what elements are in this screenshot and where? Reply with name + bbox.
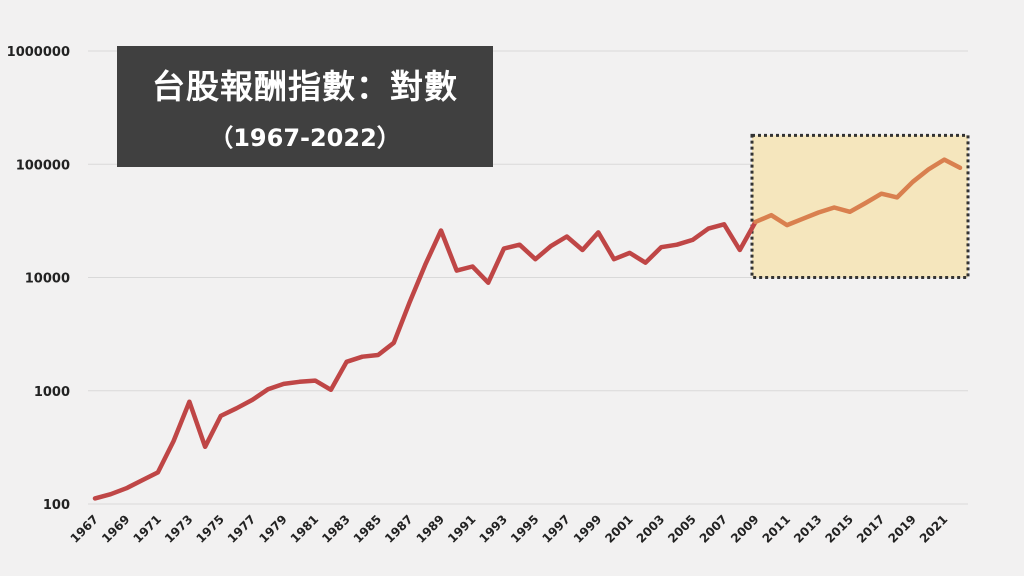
y-tick-label: 100: [43, 498, 70, 513]
x-tick-label: 2003: [634, 512, 668, 546]
x-tick-label: 2001: [602, 512, 636, 546]
y-tick-label: 100000: [16, 158, 70, 173]
x-tick-label: 2009: [728, 512, 762, 546]
x-tick-label: 2011: [760, 512, 794, 546]
chart-subtitle: （1967-2022）: [209, 124, 401, 152]
y-tick-label: 1000000: [7, 45, 70, 60]
x-tick-label: 1993: [477, 512, 511, 546]
x-tick-label: 2019: [885, 512, 919, 546]
x-tick-label: 1997: [539, 512, 573, 546]
x-tick-label: 1991: [445, 512, 479, 546]
series-line-main: [92, 219, 758, 501]
x-tick-label: 1989: [414, 512, 448, 546]
x-tick-label: 1973: [162, 512, 196, 546]
y-axis-tick-labels: 100 1000 10000 100000 1000000: [7, 45, 70, 513]
x-tick-label: 1967: [68, 512, 102, 546]
x-tick-label: 1995: [508, 512, 542, 546]
x-tick-label: 2007: [697, 512, 731, 546]
series-line-highlight: [753, 157, 963, 228]
x-tick-label: 1981: [288, 512, 322, 546]
y-tick-label: 10000: [25, 272, 70, 287]
x-axis-tick-labels: 1967196919711973197519771979198119831985…: [68, 512, 951, 546]
chart-title: 台股報酬指數：對數: [152, 67, 458, 106]
x-tick-label: 1983: [319, 512, 353, 546]
x-tick-label: 1977: [225, 512, 259, 546]
x-tick-label: 1979: [256, 512, 290, 546]
x-tick-label: 1999: [571, 512, 605, 546]
x-tick-label: 2017: [854, 512, 888, 546]
x-tick-label: 1985: [351, 512, 385, 546]
x-tick-label: 1969: [99, 512, 133, 546]
x-tick-label: 2005: [665, 512, 699, 546]
x-tick-label: 1971: [131, 512, 165, 546]
x-tick-label: 1975: [193, 512, 227, 546]
x-tick-label: 2021: [917, 512, 951, 546]
series-line: [92, 157, 963, 501]
y-tick-label: 1000: [34, 385, 70, 400]
x-tick-label: 1987: [382, 512, 416, 546]
x-tick-label: 2015: [823, 512, 857, 546]
chart-title-box: 台股報酬指數：對數 （1967-2022）: [117, 46, 493, 167]
x-tick-label: 2013: [791, 512, 825, 546]
